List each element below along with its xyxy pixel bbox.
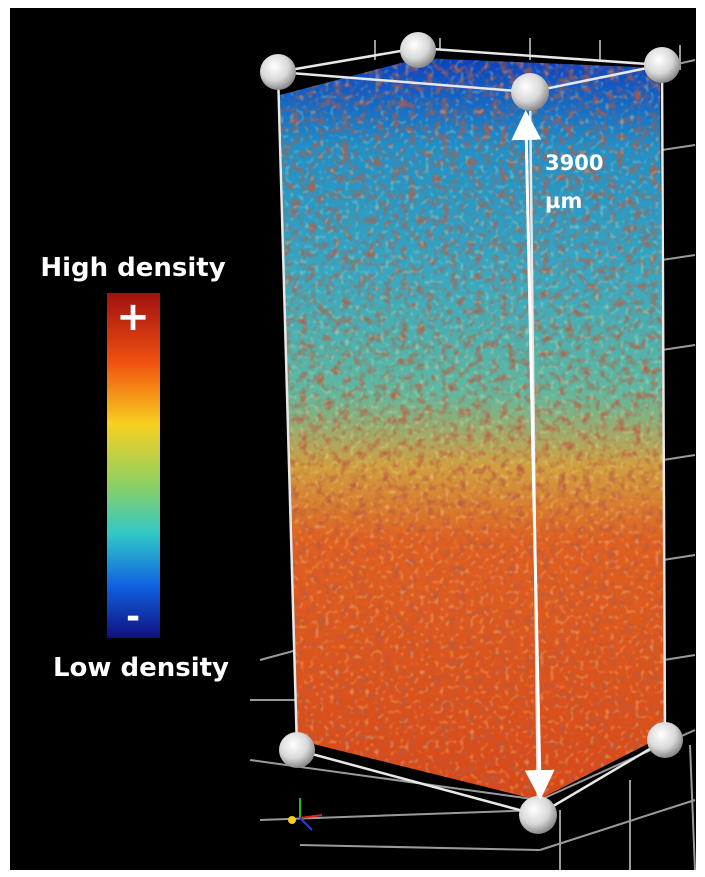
measurement-value: 3900 [545, 151, 603, 175]
height-arrow [511, 110, 555, 800]
colorbar [107, 293, 160, 638]
legend-high: High density [40, 253, 225, 283]
legend-minus: - [126, 597, 140, 637]
corner-spheres [260, 32, 683, 834]
measurement-unit: µm [545, 189, 582, 213]
volume-texture [280, 58, 665, 800]
legend-plus: + [116, 294, 150, 340]
legend-low: Low density [53, 653, 229, 683]
axis-icon [288, 798, 323, 831]
